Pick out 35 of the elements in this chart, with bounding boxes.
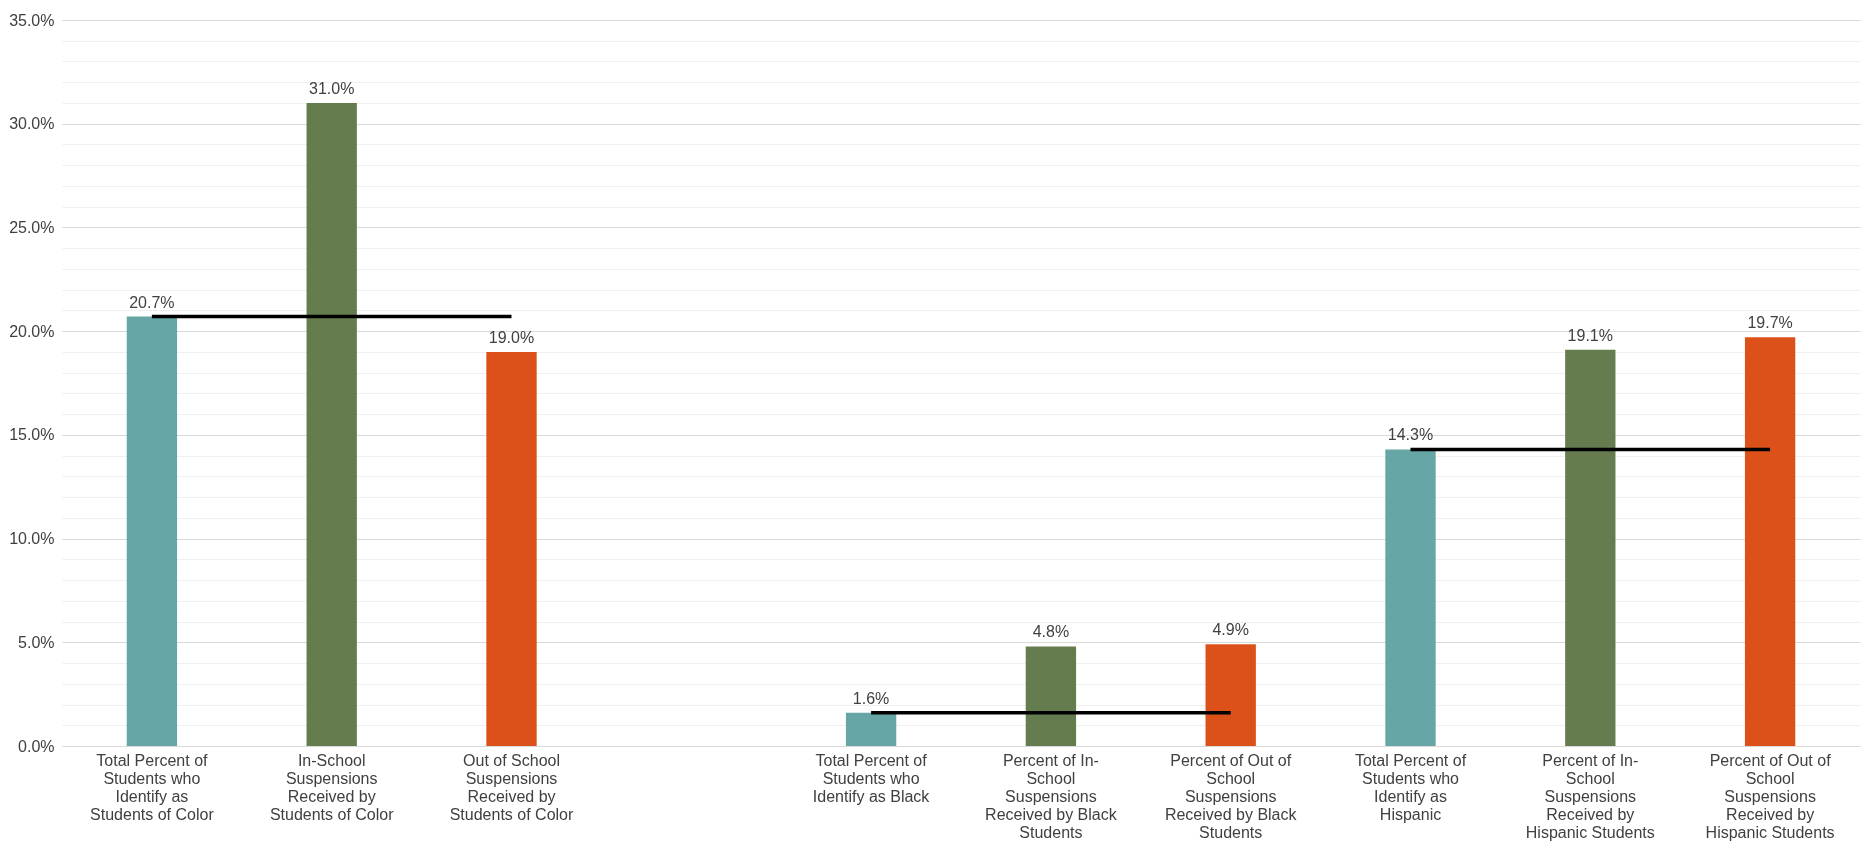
bar bbox=[1385, 449, 1436, 746]
data-label: 14.3% bbox=[1387, 426, 1434, 444]
x-tick-label: In-School Suspensions Received by Students of Color bbox=[269, 751, 395, 823]
y-tick-label: 25.0% bbox=[9, 218, 55, 236]
data-label: 4.9% bbox=[1212, 621, 1249, 639]
data-label: 1.6% bbox=[852, 689, 890, 707]
x-tick-label: Total Percent of Students who Identify as Hispanic bbox=[1354, 751, 1467, 823]
data-label: 4.8% bbox=[1032, 623, 1070, 641]
x-tick-label: Percent of Out of School Suspensions Received by Black Students bbox=[1164, 751, 1298, 841]
bar bbox=[1565, 349, 1616, 746]
bar bbox=[306, 102, 357, 746]
x-tick-label: Out of School Suspensions Received by Students of Color bbox=[449, 751, 574, 823]
data-label: 19.7% bbox=[1747, 314, 1793, 332]
x-tick-label: Percent of Out of School Suspensions Received by Hispanic Students bbox=[1705, 751, 1835, 841]
x-tick-label: Total Percent of Students who Identify as Black bbox=[812, 751, 931, 805]
y-tick-label: 20.0% bbox=[9, 322, 55, 340]
data-label: 31.0% bbox=[309, 79, 355, 97]
bar bbox=[126, 316, 178, 746]
bar bbox=[1205, 644, 1256, 746]
bar bbox=[486, 351, 537, 746]
x-tick-label: Percent of In-School Suspensions Received by Hispanic Students bbox=[1525, 751, 1655, 841]
data-label: 20.7% bbox=[129, 293, 175, 311]
y-tick-label: 15.0% bbox=[9, 426, 55, 444]
y-tick-label: 30.0% bbox=[9, 115, 55, 133]
bar bbox=[845, 712, 897, 746]
x-tick-label: Percent of In-School Suspensions Received by Black Students bbox=[985, 751, 1118, 841]
bar bbox=[1025, 646, 1077, 746]
y-tick-label: 5.0% bbox=[18, 633, 55, 651]
y-tick-label: 35.0% bbox=[9, 11, 55, 29]
y-tick-label: 0.0% bbox=[18, 737, 55, 755]
x-tick-label: Total Percent of Students who Identify as Students of Color bbox=[90, 751, 215, 823]
data-label: 19.0% bbox=[488, 328, 535, 346]
data-label: 19.1% bbox=[1567, 326, 1613, 344]
bar bbox=[1744, 337, 1796, 746]
y-tick-label: 10.0% bbox=[9, 530, 55, 548]
